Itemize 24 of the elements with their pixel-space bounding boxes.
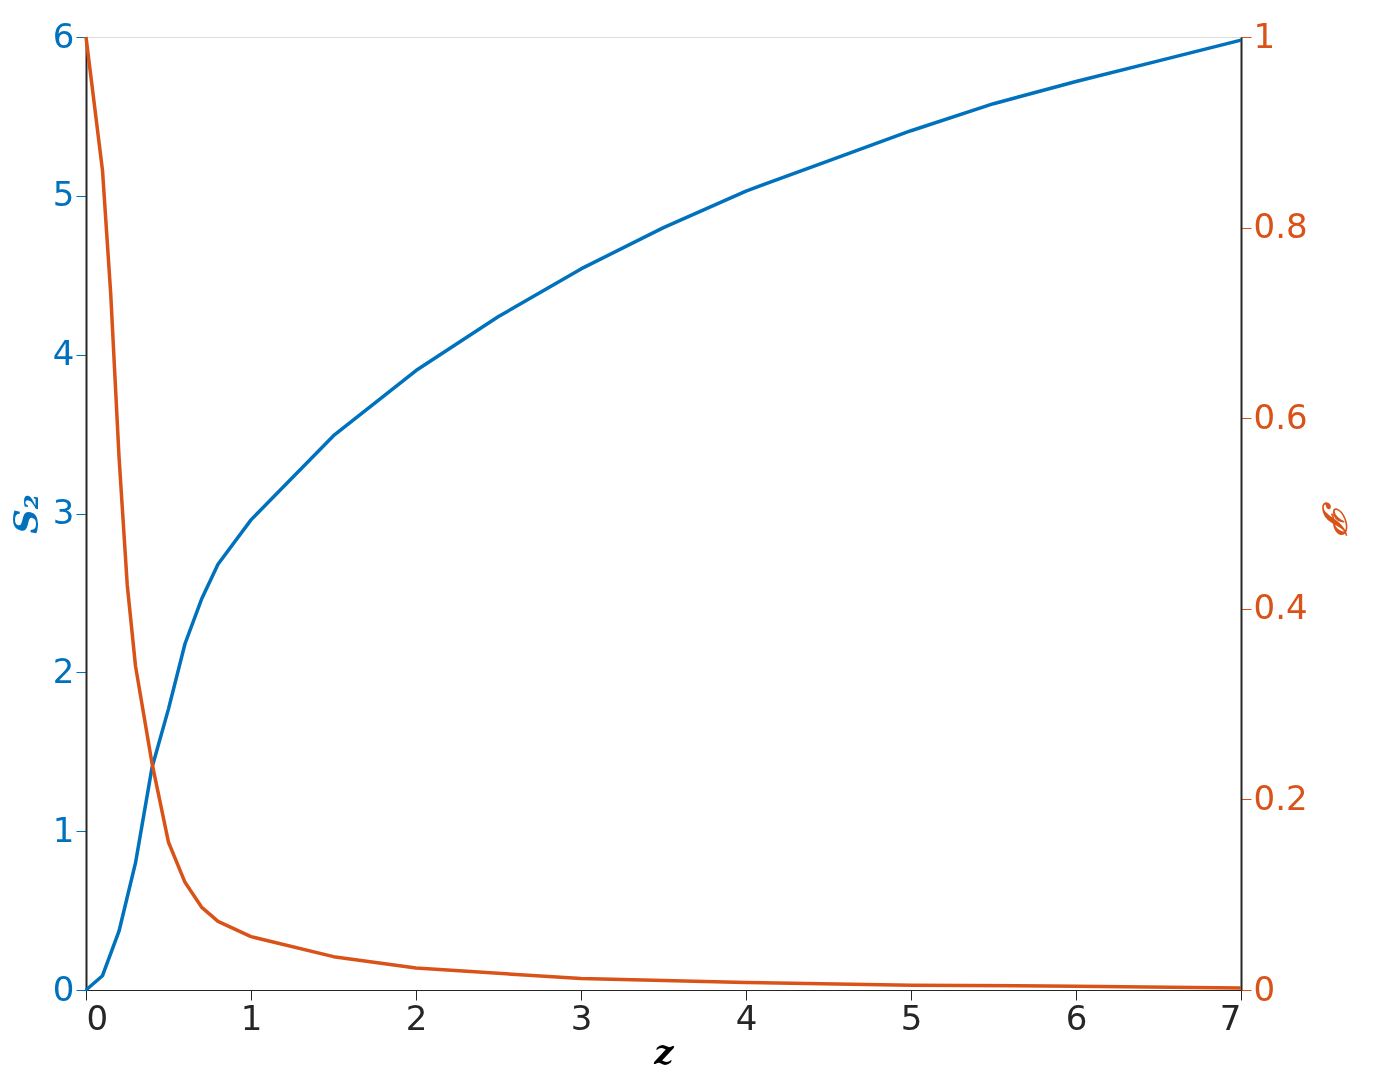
y-tick-label: 4 (52, 333, 75, 374)
y2-tick-label: 0.8 (1253, 206, 1308, 247)
y2-tick-label: 1 (1253, 15, 1276, 56)
y-tick-label: 5 (52, 174, 75, 215)
y-tick-label: 2 (52, 650, 75, 691)
y-tick-label: 6 (52, 15, 75, 56)
y2-axis-title: 𝒫 (1314, 501, 1355, 536)
y2-tick-label: 0.6 (1253, 396, 1308, 437)
y2-tick-label: 0.2 (1253, 777, 1308, 818)
x-tick-label: 5 (900, 997, 923, 1038)
y-axis-title: S₂ (5, 494, 46, 534)
x-tick-label: 4 (735, 997, 758, 1038)
x-tick-label: 0 (86, 997, 109, 1038)
x-tick-label: 3 (570, 997, 593, 1038)
x-tick-label: 1 (240, 997, 263, 1038)
y2-tick-label: 0.4 (1253, 587, 1308, 628)
x-tick-label: 2 (405, 997, 428, 1038)
y2-tick-label: 0 (1253, 968, 1276, 1009)
x-tick-label: 7 (1219, 997, 1242, 1038)
x-tick-label: 6 (1065, 997, 1088, 1038)
y-tick-label: 3 (52, 492, 75, 532)
x-axis-title: z (653, 1031, 675, 1072)
y-tick-label: 1 (52, 809, 75, 850)
y-tick-label: 0 (52, 968, 75, 1009)
